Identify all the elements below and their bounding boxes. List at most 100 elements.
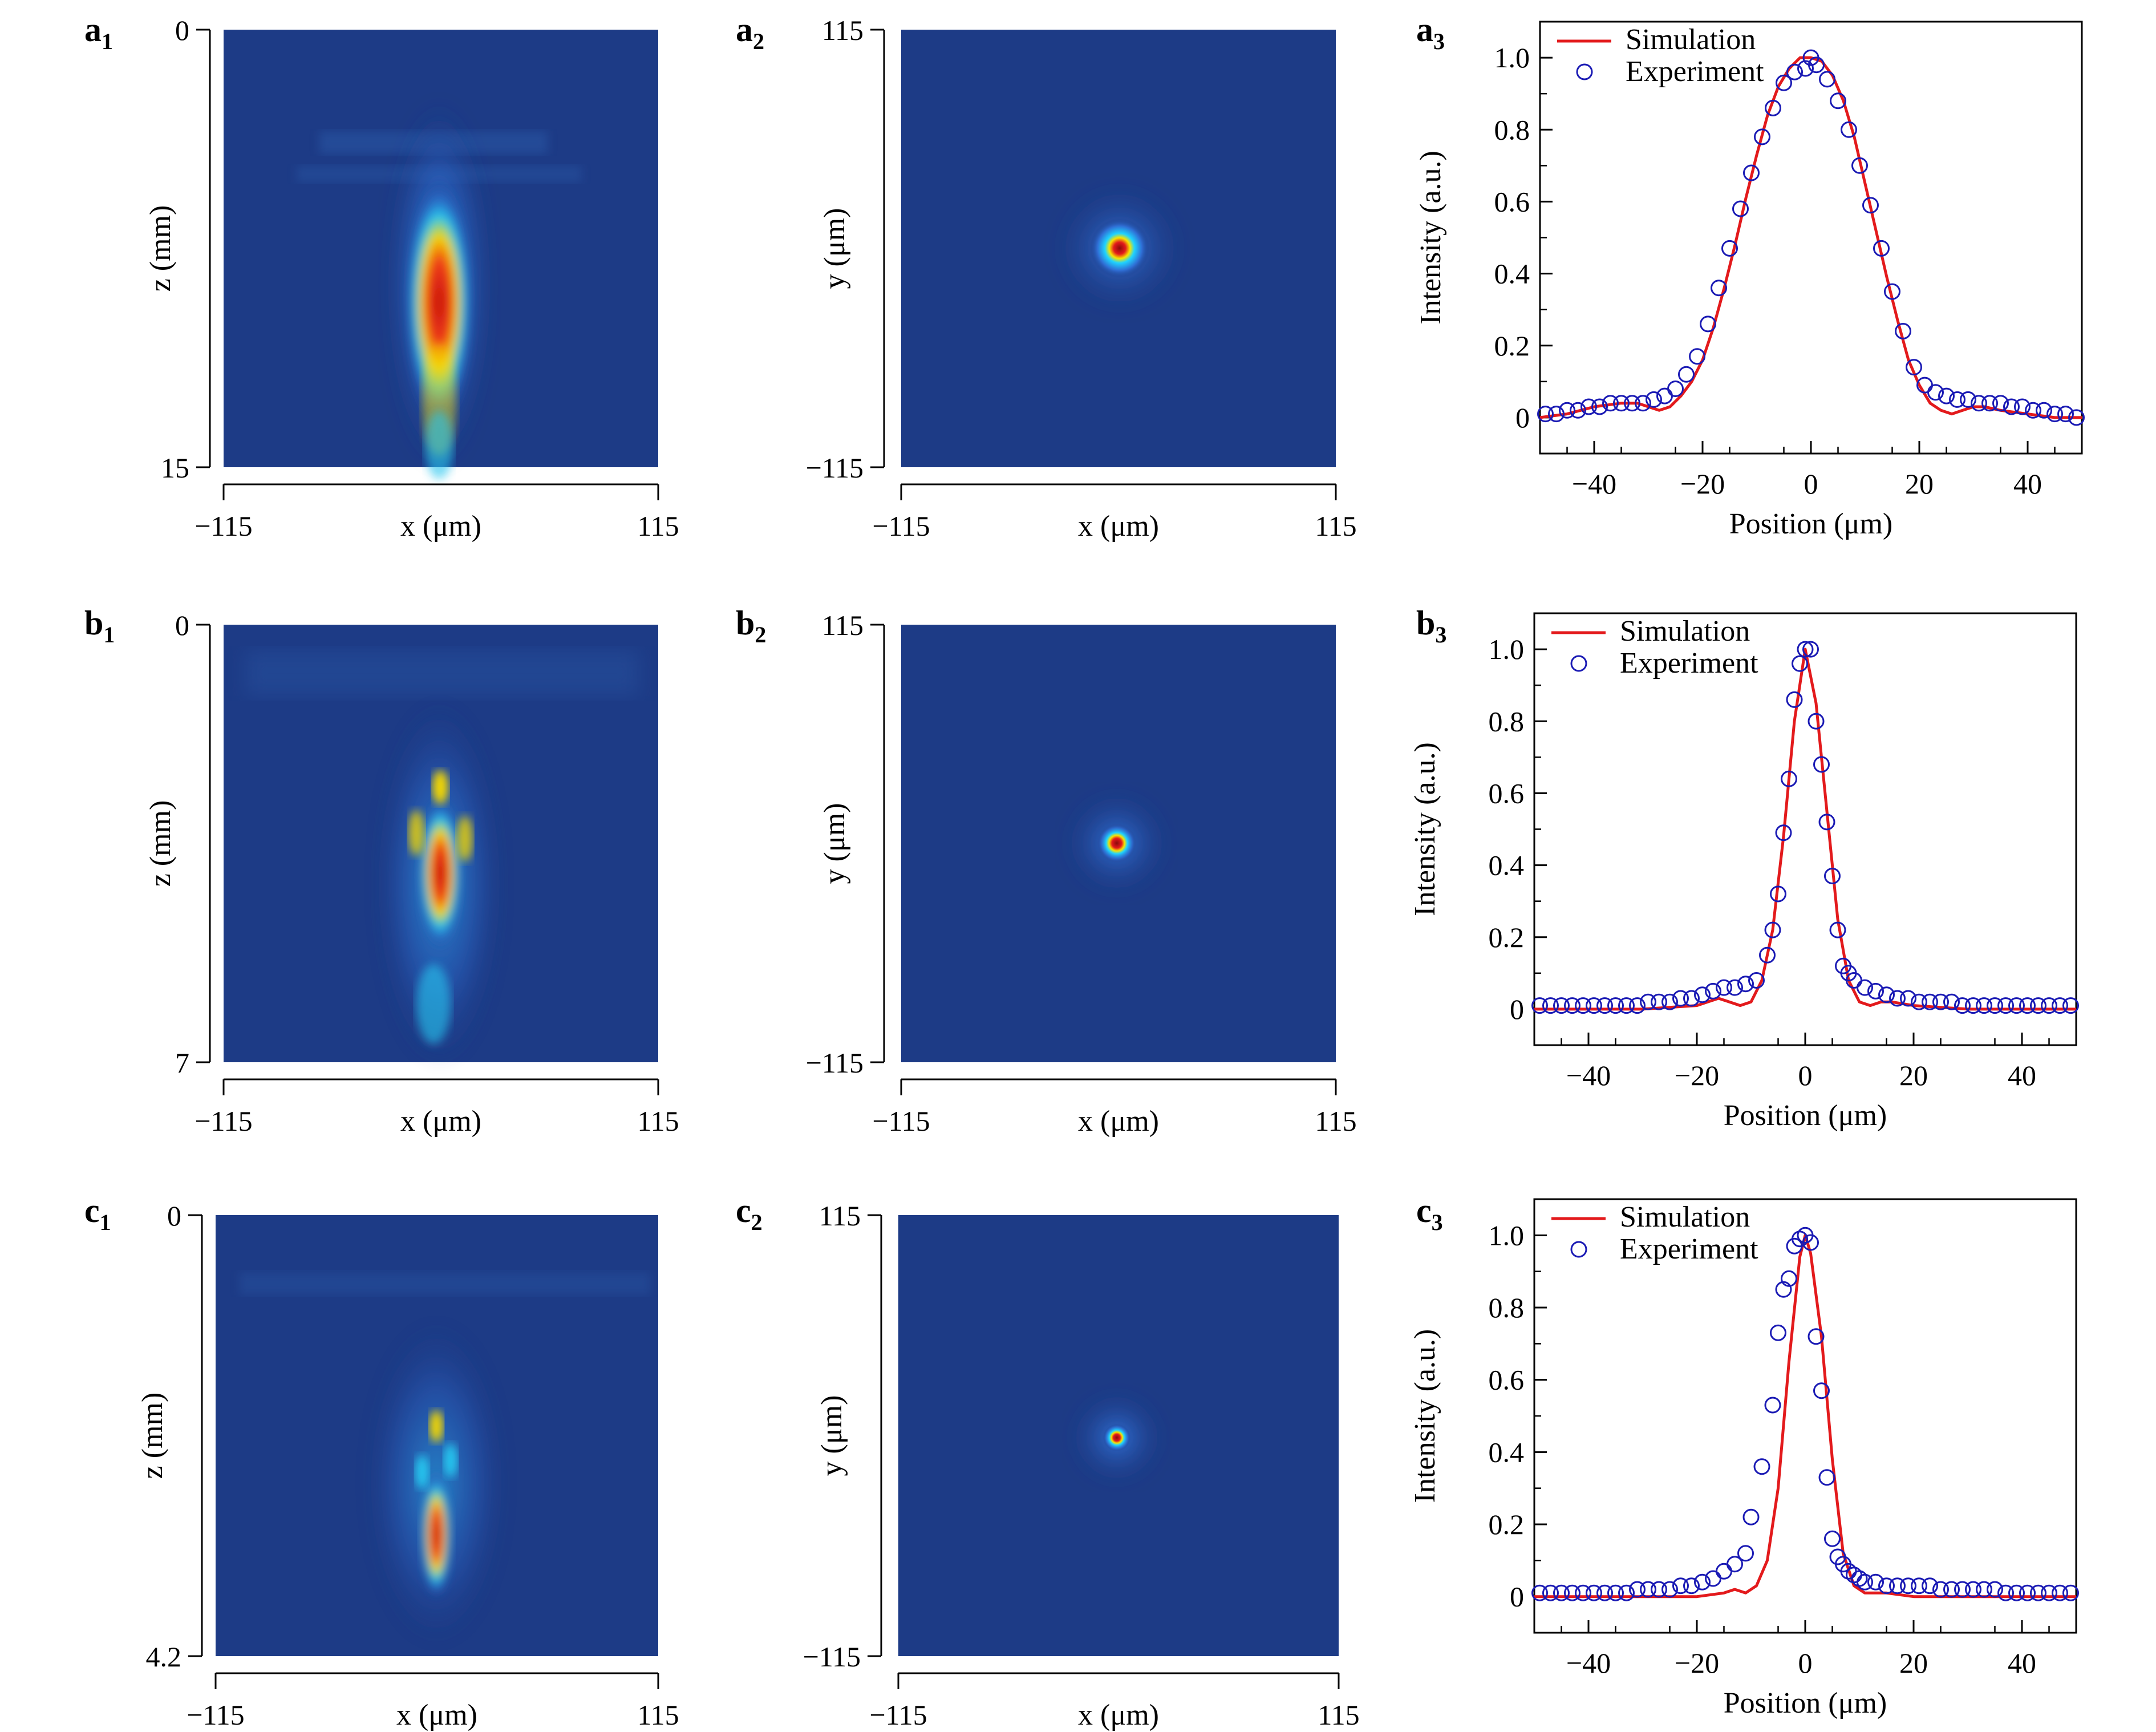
legend-simulation-label: Simulation [1626,23,1756,56]
experiment-point [1797,60,1814,77]
plot-frame [1533,1198,2077,1634]
vaxis-label-bottom: −115 [806,452,864,484]
experiment-point [1575,1584,1591,1601]
panel-label-c2: c2 [736,1192,763,1235]
y-axis-title: Intensity (a.u.) [1409,742,1441,916]
experiment-point [1992,395,2009,412]
experiment-point [1889,990,1906,1007]
experiment-point [1965,1581,1981,1598]
map-b1 [224,625,658,1067]
x-tick-label: 40 [2013,468,2042,500]
y-axis-title: Intensity (a.u.) [1409,1329,1441,1503]
experiment-point [1531,1584,1548,1601]
x-axis-title: Position (μm) [1729,508,1892,540]
vaxis-label-bottom: −115 [806,1047,864,1079]
experiment-point [1802,1234,1819,1251]
experiment-point [1716,1563,1732,1580]
experiment-point [1997,1584,2014,1601]
experiment-point [1667,381,1684,397]
experiment-point [1818,814,1835,831]
experiment-point [2019,997,2036,1014]
experiment-point [1792,655,1808,672]
map-a1 [224,30,658,479]
experiment-point [1971,395,1987,412]
experiment-point [1862,197,1879,214]
vaxis-label-bottom: 15 [161,452,189,484]
y-tick-label: 0.8 [1489,1292,1525,1324]
experiment-point [1900,1577,1916,1595]
map-c1 [216,1215,658,1656]
haxis-label-min: −115 [872,1105,930,1137]
x-tick-label: 20 [1899,1647,1928,1679]
experiment-point [1721,240,1738,257]
experiment-point [1878,1577,1895,1595]
experiment-point [1586,1584,1602,1601]
x-tick-label: 20 [1905,468,1934,500]
experiment-point [1553,1584,1570,1601]
experiment-point [1943,1581,1960,1598]
experiment-point [1683,990,1700,1007]
experiment-point [1683,1577,1700,1595]
experiment-point [1857,1573,1873,1591]
legend-simulation-label: Simulation [1620,615,1750,648]
experiment-point [1705,982,1721,999]
simulation-line [1534,1233,2076,1599]
experiment-point [1797,641,1814,658]
experiment-point [2046,406,2063,423]
experiment-point [1646,391,1662,408]
panel-label-a1: a1 [84,11,113,54]
experiment-point [1808,713,1825,730]
haxis-title: x (μm) [396,1699,477,1731]
x-tick-label: 0 [1798,1647,1813,1679]
experiment-point [1700,315,1716,333]
experiment-point [2003,398,2020,415]
experiment-point [1629,997,1646,1014]
x-tick-label: −40 [1572,468,1616,500]
experiment-point [1889,1577,1906,1595]
experiment-point [1770,885,1786,903]
experiment-point [1764,1397,1781,1414]
experiment-point [1613,395,1630,412]
haxis-label-min: −115 [194,1105,252,1137]
experiment-point [1580,398,1597,415]
experiment-point [1824,868,1841,884]
experiment-point [1900,990,1916,1007]
vaxis-label-top: 115 [822,609,864,641]
experiment-point [1618,1584,1635,1601]
experiment-point [2030,1584,2046,1601]
map-c2 [898,1215,1339,1656]
vaxis-title: z (mm) [144,205,177,292]
haxis-title: x (μm) [400,510,481,543]
experiment-point [1716,979,1732,996]
experiment-point [1857,979,1873,996]
legend-experiment-swatch [1576,63,1593,80]
experiment-point [1943,993,1960,1010]
experiment-point [1906,359,1922,376]
experiment-point [1640,993,1656,1010]
experiment-point [1564,997,1580,1014]
experiment-point [1602,395,1619,412]
haxis-label-max: 115 [1315,1105,1356,1137]
experiment-point [1651,1581,1667,1598]
panel-label-b1: b1 [84,604,115,648]
x-tick-label: 0 [1804,468,1818,500]
experiment-point [1922,1577,1938,1595]
vaxis-label-top: 115 [819,1200,861,1232]
haxis-label-min: −115 [869,1699,927,1731]
experiment-point [1976,1581,1992,1598]
experiment-point [1559,402,1575,419]
experiment-point [1607,997,1624,1014]
experiment-point [1672,990,1689,1007]
experiment-point [2052,997,2068,1014]
experiment-point [1748,972,1765,989]
profile-chart-a3: −40 −20 0 20 40 0 0.2 0.4 0.6 0.8 1.0 Position (μm)… [1415,21,2085,540]
experiment-point [2014,398,2031,415]
vaxis-label-top: 0 [175,14,189,46]
profile-chart-c3: −40 −20 0 20 40 0 0.2 0.4 0.6 0.8 1.0 Position (μm)… [1409,1198,2079,1719]
experiment-point [1553,997,1570,1014]
experiment-point [1531,997,1548,1014]
experiment-point [1808,1328,1825,1345]
y-tick-label: 0.2 [1489,921,1525,953]
experiment-point [1651,993,1667,1010]
